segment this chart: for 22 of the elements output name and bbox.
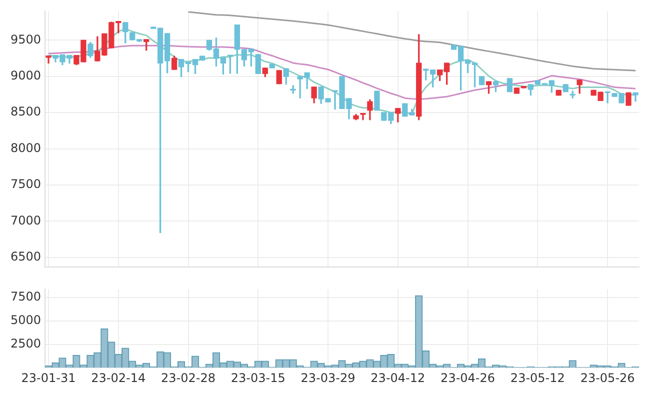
y-tick-label: 8000 — [10, 140, 41, 155]
x-tick-label: 23-03-29 — [300, 370, 356, 385]
x-tick-label: 23-02-28 — [161, 370, 216, 385]
x-tick-label: 23-03-15 — [230, 370, 286, 385]
x-tick-label: 23-05-26 — [580, 370, 635, 385]
x-tick-label: 23-04-12 — [370, 370, 426, 385]
x-tick-label: 23-05-12 — [510, 370, 565, 385]
y-tick-label: 8500 — [10, 104, 41, 119]
candlestick — [46, 55, 52, 64]
y-tick-label: 7000 — [10, 213, 41, 228]
candlestick — [360, 113, 366, 120]
y-tick-label: 7500 — [10, 290, 41, 304]
x-tick-label: 23-01-31 — [21, 370, 76, 385]
x-tick-label: 23-02-14 — [91, 370, 146, 385]
y-tick-label: 9500 — [10, 32, 41, 46]
y-tick-label: 5000 — [10, 313, 41, 328]
y-tick-label: 6500 — [10, 250, 41, 264]
y-tick-label: 2500 — [10, 336, 41, 350]
x-tick-label: 23-04-26 — [440, 370, 496, 385]
y-tick-label: 9000 — [10, 68, 41, 82]
y-tick-label: 7500 — [10, 177, 41, 192]
candlestick — [604, 91, 610, 104]
